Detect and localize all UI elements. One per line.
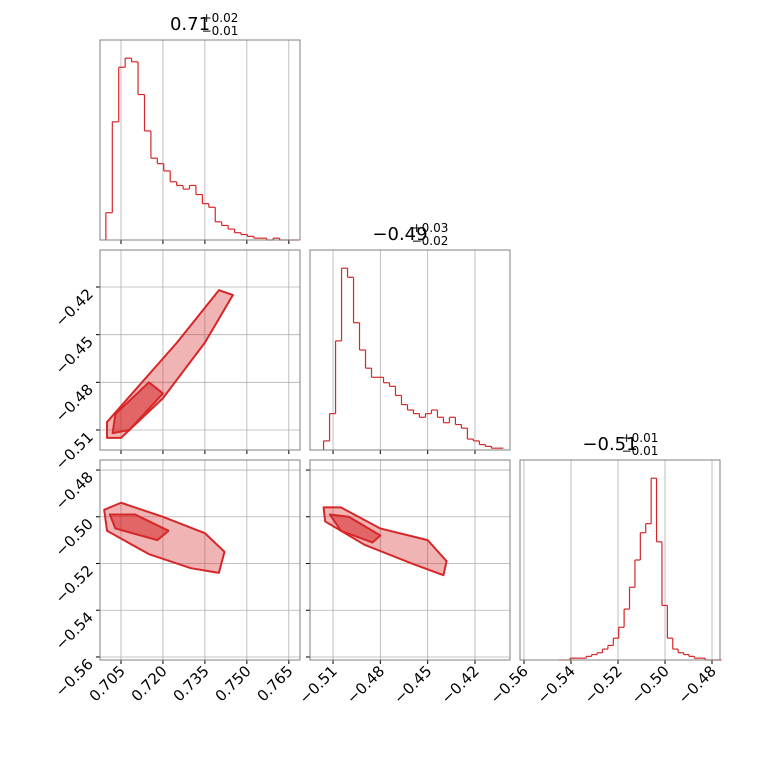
x-tick-label: −0.50: [628, 662, 673, 707]
x-tick-label: 0.720: [128, 662, 171, 705]
x-tick-label: 0.765: [254, 662, 297, 705]
panel-title: 0.71: [170, 14, 210, 35]
y-tick-label: −0.48: [52, 380, 97, 425]
title-value: −0.51: [582, 434, 637, 455]
y-tick-label: −0.45: [52, 333, 97, 378]
title-sub: −0.02: [412, 234, 449, 248]
y-tick-label: −0.54: [52, 608, 97, 653]
x-tick-label: −0.54: [534, 662, 579, 707]
y-tick-label: −0.52: [52, 562, 97, 607]
contour: [103, 501, 226, 574]
x-tick-label: −0.42: [438, 662, 483, 707]
y-tick-label: −0.50: [52, 515, 97, 560]
contour: [111, 381, 164, 435]
x-tick-label: −0.45: [390, 662, 435, 707]
x-tick-label: 0.750: [212, 662, 255, 705]
x-tick-label: −0.51: [296, 662, 341, 707]
title-sup: +0.02: [202, 11, 239, 25]
y-tick-label: −0.42: [52, 285, 97, 330]
title-sub: −0.01: [622, 444, 659, 458]
y-tick-label: −0.51: [52, 428, 97, 473]
panel-frame: [99, 249, 301, 451]
x-tick-label: −0.56: [487, 662, 532, 707]
x-tick-label: 0.735: [170, 662, 213, 705]
title-value: −0.49: [372, 224, 427, 245]
panel-title: −0.51: [582, 434, 637, 455]
title-value: 0.71: [170, 14, 210, 35]
title-sup: +0.03: [412, 221, 449, 235]
contour: [108, 513, 170, 542]
x-tick-label: −0.48: [343, 662, 388, 707]
panel-frame: [309, 459, 511, 661]
panel-frame: [309, 249, 511, 451]
y-tick-label: −0.48: [52, 468, 97, 513]
title-sub: −0.01: [202, 24, 239, 38]
panel-title: −0.49: [372, 224, 427, 245]
panel-frame: [99, 459, 301, 661]
title-sup: +0.01: [622, 431, 659, 445]
x-tick-label: −0.48: [675, 662, 720, 707]
x-tick-label: −0.52: [581, 662, 626, 707]
panel-frame: [519, 459, 721, 661]
panel-frame: [99, 39, 301, 241]
contour: [328, 513, 382, 544]
